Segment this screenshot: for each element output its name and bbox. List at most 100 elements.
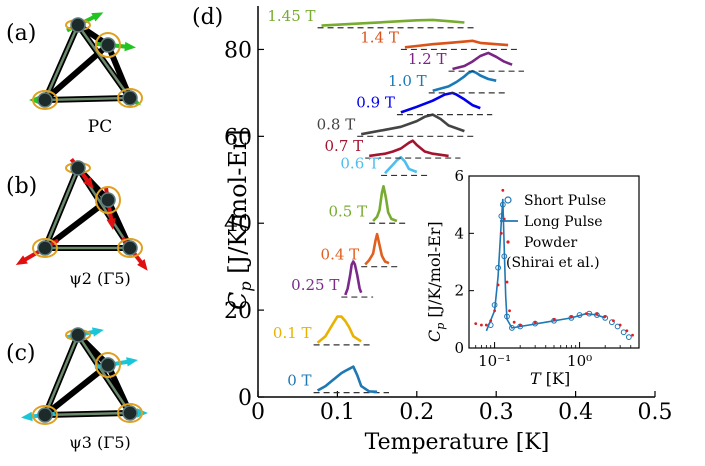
x-tick-label: 0.4: [558, 400, 593, 425]
spin-arrowhead: [21, 411, 33, 422]
inset-ticks: 0 2 4 6 10⁻¹ 10⁰: [454, 167, 632, 370]
inset-dot: [533, 320, 537, 324]
inset-dot: [518, 323, 522, 327]
inset-line: [485, 198, 606, 332]
inset-dot: [474, 322, 478, 326]
inset-dot: [512, 320, 516, 324]
er-atom: [100, 192, 116, 208]
field-label: 0.7 T: [325, 137, 364, 155]
x-tick-label: 0: [251, 400, 265, 425]
inset-dot: [480, 323, 483, 327]
legend-label: Short Pulse: [524, 193, 606, 209]
main-y-ticks: 0 20 40 60 80: [224, 38, 264, 411]
field-label: 0.25 T: [291, 276, 339, 294]
inset-dot: [603, 315, 607, 318]
legend-label: Long Pulse: [524, 214, 603, 230]
spin-arrowhead: [15, 255, 28, 266]
y-tick-label: 40: [224, 212, 252, 237]
field-label: 0.5 T: [328, 202, 367, 220]
arrows-c: [21, 327, 148, 425]
spin-ring: [95, 186, 121, 214]
inset-dot: [496, 283, 500, 287]
main-series: [313, 18, 524, 394]
inset-chart: 0 2 4 6 10⁻¹ 10⁰ Short Pulse Long Pulse Powder (…: [425, 167, 640, 388]
er-atom: [70, 327, 86, 343]
legend-marker-circle: [504, 196, 512, 204]
spin-ring: [95, 32, 121, 58]
field-label: 0 T: [287, 372, 311, 390]
inset-point: [625, 334, 632, 341]
spin-arrowhead: [29, 95, 41, 105]
tetrahedron-c: [40, 328, 136, 419]
series-line: [452, 51, 513, 71]
inset-series: [474, 188, 634, 341]
x-tick-label: 0.2: [399, 400, 434, 425]
series-line: [321, 18, 465, 27]
y-tick-label: 20: [224, 299, 252, 324]
inset-dot: [612, 319, 615, 323]
arrows-a: [29, 12, 143, 110]
main-y-axis-title: Cp [J/K/mol-Er]: [224, 129, 255, 310]
main-x-axis-title: Temperature [K]: [365, 430, 550, 455]
spin-ring: [95, 352, 121, 378]
inset-dot: [618, 323, 622, 327]
series-line: [364, 232, 390, 266]
inset-dot: [631, 333, 634, 337]
er-atom: [70, 160, 86, 176]
inset-x-tick-label: 10⁻¹: [478, 352, 511, 370]
field-label: 0.8 T: [317, 115, 356, 133]
spin-arrowhead: [92, 327, 104, 337]
field-label: 1.0 T: [388, 72, 427, 90]
inset-dot: [484, 323, 488, 327]
y-tick-label: 60: [224, 125, 252, 150]
inset-y-axis-title: Cp [J/K/mol-Er]: [425, 221, 447, 342]
inset-dot: [493, 309, 496, 313]
field-label: 0.9 T: [356, 94, 395, 112]
spin-arrowhead: [137, 259, 148, 271]
x-tick-label: 0.1: [320, 400, 355, 425]
inset-y-tick-label: 2: [454, 282, 464, 300]
spin-arrowhead: [124, 41, 136, 52]
field-label: 1.4 T: [360, 28, 399, 46]
inset-point: [609, 319, 615, 326]
panel-a: (a) PC: [6, 12, 143, 137]
tetra-frame-inner: [43, 22, 133, 102]
legend-label: (Shirai et al.): [506, 255, 600, 271]
spin-arrowhead: [126, 357, 138, 367]
series-line: [344, 260, 363, 296]
field-label: 1.2 T: [408, 50, 447, 68]
inset-dot: [595, 312, 599, 315]
tetra-frame-inner: [43, 332, 133, 417]
panel-a-label: (a): [6, 21, 36, 46]
tetra-edge: [43, 362, 110, 418]
inset-dot: [489, 319, 493, 323]
spin-ring: [32, 238, 58, 258]
inset-point: [614, 323, 621, 330]
legend-label: Powder: [524, 235, 578, 251]
er-atom: [122, 240, 138, 256]
field-label: 1.45 T: [267, 7, 315, 25]
inset-dot: [499, 231, 503, 235]
series-line: [316, 365, 378, 394]
spin-ring: [32, 405, 58, 425]
series-line: [360, 113, 465, 136]
er-atom: [122, 90, 138, 106]
panel-b: (b) ψ2 (Γ5): [6, 157, 148, 288]
spin-arrowhead: [106, 218, 116, 230]
field-label: 0.4 T: [321, 246, 360, 264]
panel-c: (c) ψ3 (Γ5): [6, 327, 148, 452]
er-atom: [70, 17, 86, 33]
spin-ring: [32, 90, 58, 110]
y-tick-label: 0: [238, 386, 252, 411]
field-labels: 0 T 0.1 T 0.25 T 0.4 T 0.5 T 0.6 T0.7 T 0.8 T0…: [267, 7, 446, 390]
field-label: 0.6 T: [340, 154, 379, 172]
inset-x-tick-label: 10⁰: [567, 352, 592, 370]
spin-arrowhead: [83, 177, 94, 189]
panel-c-label: (c): [6, 341, 36, 366]
x-tick-label: 0.3: [479, 400, 514, 425]
inset-dot: [502, 217, 506, 221]
structure-c-label: ψ3 (Γ5): [69, 433, 131, 452]
series-line: [400, 91, 481, 114]
er-atom: [100, 37, 116, 53]
series-line: [316, 315, 362, 344]
